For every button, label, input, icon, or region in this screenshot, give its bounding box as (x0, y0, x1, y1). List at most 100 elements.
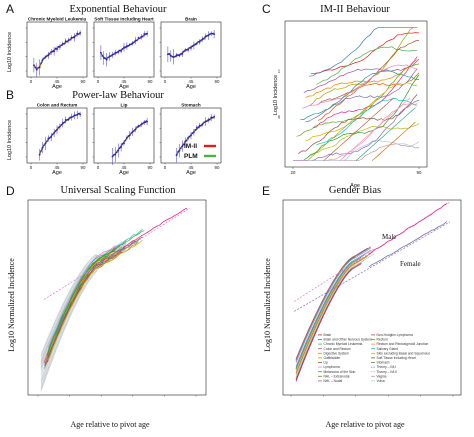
data-point (177, 54, 179, 56)
legend-label: Soft Tissue including Heart (377, 356, 416, 360)
series-line (295, 259, 365, 379)
series-line (298, 94, 418, 154)
data-point (50, 136, 53, 138)
data-point (118, 49, 121, 52)
data-point (178, 54, 181, 57)
subplot-xlabel: Age (119, 170, 129, 176)
data-point (197, 126, 200, 128)
data-point (35, 68, 38, 71)
data-point (99, 51, 102, 54)
data-point (51, 50, 54, 53)
data-point (41, 146, 44, 149)
series-line (317, 40, 420, 105)
data-point (38, 153, 41, 156)
y-tick-label: 1 (278, 69, 281, 74)
series-line (295, 253, 371, 374)
data-point (133, 129, 135, 132)
data-point (79, 113, 82, 116)
subplot-xlabel: Age (52, 170, 62, 176)
x-tick-label: 0 (97, 79, 100, 84)
panel-c-frame (284, 20, 428, 168)
legend-label: Gallbladder (324, 356, 342, 360)
data-point (111, 155, 114, 158)
data-point (137, 37, 140, 39)
female-annotation: Female (400, 260, 421, 268)
data-point (57, 126, 60, 129)
data-point (50, 51, 53, 53)
data-point (194, 128, 197, 131)
subplot-title: Colon and Rectum (37, 103, 78, 108)
data-point (44, 142, 47, 145)
data-point (144, 33, 147, 35)
data-point (181, 52, 184, 55)
series-line (305, 68, 418, 123)
data-point (47, 54, 50, 57)
data-point (70, 116, 73, 118)
series-line (293, 100, 420, 162)
legend-label: Theory – IM-I (377, 365, 397, 369)
legend-label: Rectum and Rectosigmoid Junction (377, 342, 429, 346)
data-point (66, 118, 68, 121)
data-point (200, 124, 202, 127)
subplot-title: Chronic Myeloid Leukemia (28, 17, 87, 22)
data-point (61, 42, 64, 45)
data-point (213, 115, 216, 118)
data-point (72, 36, 74, 39)
series-line (300, 70, 420, 121)
data-point (56, 128, 58, 131)
data-point (105, 58, 108, 61)
series-line (295, 247, 368, 360)
subplot-xlabel: Age (186, 84, 196, 90)
legend-label: NHL – Nodal (324, 379, 343, 383)
cloud-line (40, 241, 127, 362)
x-tick-label: 45 (55, 79, 60, 84)
series-line (308, 26, 418, 107)
series-line (295, 248, 368, 361)
legend-label: Chronic Myeloid Leukemia (324, 342, 363, 346)
data-point (64, 119, 67, 121)
data-point (38, 66, 41, 69)
data-point (77, 33, 80, 36)
series-line (301, 64, 418, 109)
legend-label: Skin excluding Basal and Squamous (377, 351, 431, 355)
data-point (76, 113, 79, 116)
fit-curve-im2 (39, 112, 81, 154)
data-point (203, 121, 205, 124)
data-point (60, 44, 63, 46)
data-point (48, 137, 51, 139)
fit-curve-im2 (167, 32, 215, 58)
panel-d-plot (27, 199, 207, 397)
data-point (213, 33, 216, 36)
series-line (47, 236, 143, 359)
legend-label: Melanoma of the Skin (324, 370, 356, 374)
data-point (41, 59, 44, 62)
series-line (122, 207, 188, 248)
data-point (182, 50, 185, 53)
subplot-title: Soft Tissue including Heart (94, 17, 154, 22)
legend-label: Colon and Rectum (324, 347, 352, 351)
data-point (207, 119, 210, 122)
panel-a-ylabel: Log10 Incidence (7, 32, 13, 72)
data-point (195, 127, 198, 129)
data-point (175, 54, 178, 57)
subplot-title: Brain (185, 17, 197, 22)
data-point (60, 123, 63, 126)
data-point (168, 52, 171, 55)
data-point (169, 55, 172, 57)
data-point (131, 42, 134, 45)
data-point (76, 32, 79, 35)
data-point (44, 56, 47, 58)
data-point (121, 143, 124, 145)
data-point (74, 35, 77, 37)
cloud-line (40, 244, 127, 372)
data-point (210, 116, 213, 119)
data-point (141, 35, 144, 38)
data-point (187, 48, 190, 51)
data-point (121, 47, 124, 50)
data-point (200, 39, 202, 42)
data-point (188, 47, 191, 49)
data-point (58, 125, 61, 128)
panel-a-letter: A (6, 2, 14, 16)
data-point (127, 135, 130, 137)
data-point (207, 34, 210, 37)
